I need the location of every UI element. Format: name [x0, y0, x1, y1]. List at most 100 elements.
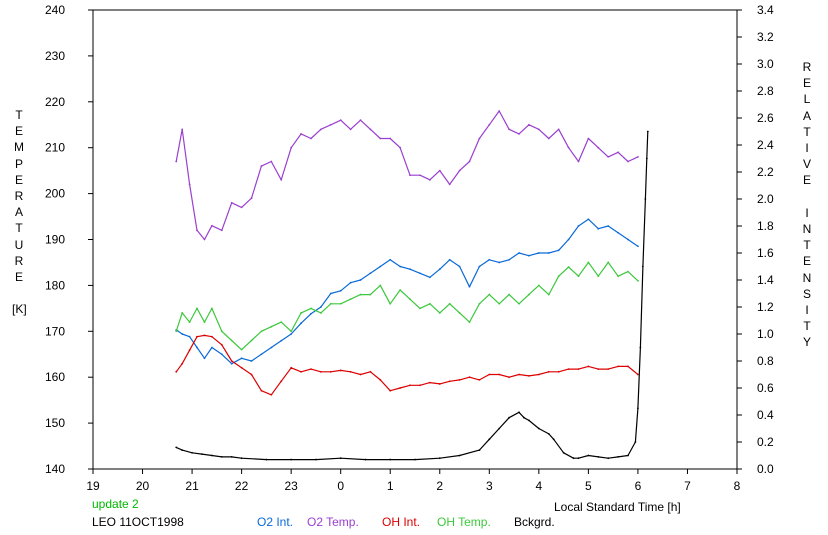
data-point-o2-int [379, 265, 382, 268]
data-point-o2-temp [319, 128, 322, 131]
data-point-o2-temp [428, 178, 431, 181]
data-point-oh-temp [607, 261, 610, 264]
data-point-bckgrd [498, 427, 501, 430]
data-point-o2-int [329, 292, 332, 295]
data-point-o2-temp [220, 229, 223, 232]
series-line-bckgrd [175, 131, 649, 461]
data-point-o2-int [319, 306, 322, 308]
data-point-oh-int [181, 362, 184, 365]
data-point-oh-temp [359, 293, 362, 296]
data-point-o2-int [597, 227, 600, 230]
y-right-tick-label: 2.6 [757, 111, 774, 125]
data-point-oh-temp [458, 312, 461, 314]
data-point-oh-int [339, 369, 342, 372]
x-axis-label: Local Standard Time [h] [554, 500, 681, 514]
data-point-oh-temp [448, 302, 451, 305]
data-point-bckgrd [587, 454, 590, 457]
series-line-oh-temp [175, 261, 639, 351]
data-point-o2-int [181, 333, 184, 335]
data-point-o2-int [587, 218, 590, 221]
data-point-oh-int [210, 335, 213, 338]
data-point-oh-int [203, 334, 206, 337]
data-point-o2-int [389, 258, 392, 261]
data-point-oh-int [587, 365, 590, 368]
data-point-o2-int [270, 346, 273, 349]
x-tick-label: 3 [486, 479, 493, 493]
data-point-oh-temp [319, 312, 322, 314]
data-point-bckgrd [572, 457, 575, 460]
data-point-o2-temp [270, 160, 273, 163]
data-point-oh-temp [389, 302, 392, 305]
data-point-o2-int [409, 268, 411, 271]
series-line-o2-int [175, 218, 639, 365]
data-point-bckgrd [646, 130, 649, 133]
data-point-o2-int [419, 272, 421, 275]
data-point-o2-temp [379, 137, 382, 140]
data-point-o2-int [567, 238, 570, 241]
x-tick-label: 20 [136, 479, 150, 493]
data-point-o2-temp [518, 133, 520, 135]
data-point-o2-int [488, 258, 491, 261]
y-right-tick-label: 3.2 [757, 30, 774, 44]
axis-label-char: A [802, 108, 811, 123]
data-point-o2-int [557, 249, 560, 252]
data-point-o2-temp [567, 146, 570, 149]
data-point-bckgrd [210, 454, 213, 457]
data-point-oh-int [617, 365, 620, 368]
axis-label-char: U [14, 237, 24, 252]
data-point-o2-temp [488, 123, 491, 126]
data-point-o2-int [458, 265, 461, 268]
legend-oh-temp: OH Temp. [437, 515, 491, 529]
data-point-o2-int [220, 353, 223, 356]
data-point-o2-int [627, 238, 629, 241]
data-point-o2-temp [508, 128, 511, 131]
axis-label-char: N [802, 270, 812, 285]
data-point-oh-int [188, 349, 191, 352]
data-point-o2-temp [210, 224, 213, 227]
data-point-oh-int [547, 370, 550, 373]
data-point-oh-int [250, 373, 253, 376]
data-point-bckgrd [627, 454, 629, 457]
data-point-o2-temp [389, 137, 392, 140]
y-left-tick-label: 180 [45, 278, 65, 292]
data-point-oh-int [196, 335, 198, 338]
annotation-update: update 2 [92, 497, 139, 511]
y-left-tick-label: 170 [45, 324, 65, 338]
data-point-o2-temp [627, 160, 629, 163]
data-point-o2-temp [587, 137, 590, 140]
data-point-oh-temp [196, 307, 198, 310]
data-point-oh-temp [508, 293, 511, 296]
x-tick-label: 6 [635, 479, 642, 493]
data-point-oh-temp [438, 312, 441, 314]
data-point-oh-int [478, 379, 481, 381]
data-point-oh-int [428, 381, 431, 384]
x-tick-label: 7 [684, 479, 691, 493]
data-point-oh-int [379, 379, 382, 381]
data-point-bckgrd [201, 453, 203, 456]
axis-label-char: T [803, 319, 811, 334]
data-point-oh-temp [428, 302, 431, 305]
data-point-o2-temp [458, 169, 461, 172]
data-point-oh-temp [290, 330, 293, 333]
data-point-o2-int [508, 258, 511, 261]
data-point-bckgrd [175, 446, 178, 449]
plot-frame [92, 9, 738, 470]
data-point-oh-int [310, 368, 312, 370]
data-point-o2-int [448, 258, 451, 261]
x-tick-label: 2 [436, 479, 443, 493]
data-point-oh-int [290, 366, 293, 369]
data-point-o2-int [290, 333, 293, 335]
data-point-bckgrd [290, 458, 293, 461]
data-point-oh-temp [617, 275, 620, 278]
data-point-oh-int [537, 373, 540, 376]
data-point-o2-int [399, 265, 402, 268]
data-point-bckgrd [637, 407, 639, 410]
data-point-bckgrd [552, 438, 555, 441]
data-point-oh-temp [339, 302, 342, 305]
data-point-o2-int [518, 252, 520, 254]
data-point-bckgrd [562, 451, 565, 454]
data-point-oh-temp [399, 289, 402, 291]
data-point-o2-int [637, 245, 639, 248]
